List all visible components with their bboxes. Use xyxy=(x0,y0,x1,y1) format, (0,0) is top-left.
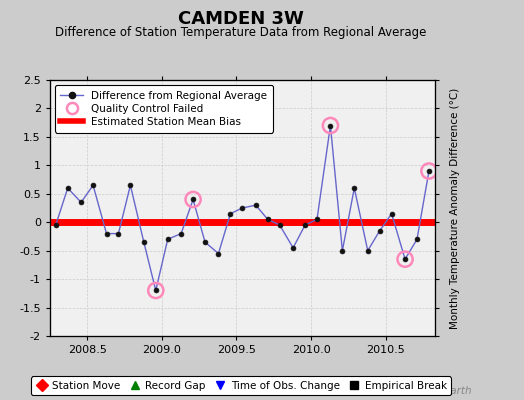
Text: Berkeley Earth: Berkeley Earth xyxy=(395,386,472,396)
Point xyxy=(425,168,433,174)
Point xyxy=(189,196,197,203)
Point xyxy=(326,122,335,129)
Text: Difference of Station Temperature Data from Regional Average: Difference of Station Temperature Data f… xyxy=(56,26,427,39)
Legend: Station Move, Record Gap, Time of Obs. Change, Empirical Break: Station Move, Record Gap, Time of Obs. C… xyxy=(31,376,451,395)
Point xyxy=(401,256,409,262)
Point xyxy=(151,287,160,294)
Y-axis label: Monthly Temperature Anomaly Difference (°C): Monthly Temperature Anomaly Difference (… xyxy=(450,87,460,329)
Legend: Difference from Regional Average, Quality Control Failed, Estimated Station Mean: Difference from Regional Average, Qualit… xyxy=(55,85,272,132)
Text: CAMDEN 3W: CAMDEN 3W xyxy=(178,10,304,28)
